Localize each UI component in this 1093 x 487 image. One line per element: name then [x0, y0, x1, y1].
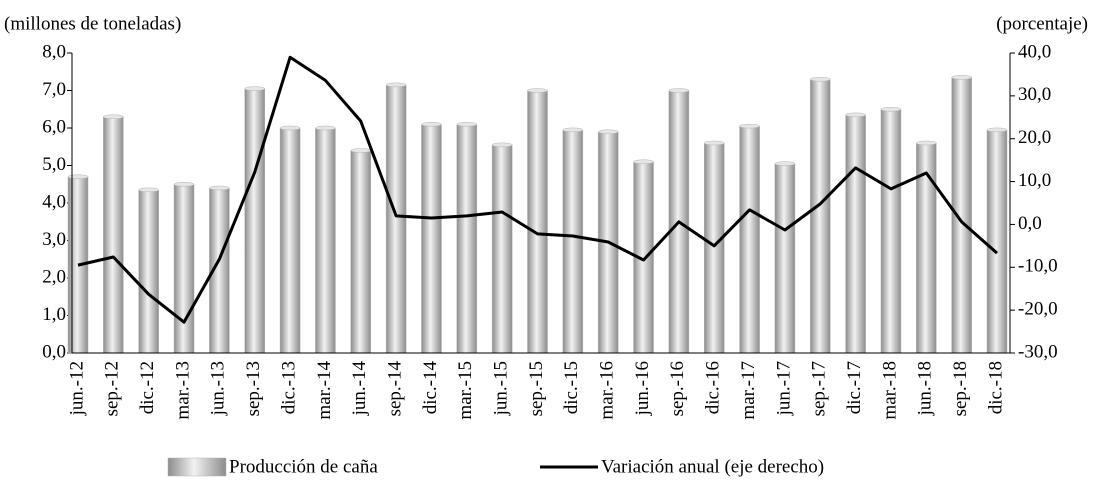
bar	[350, 150, 372, 354]
y2-tick-label: -10,0	[1018, 256, 1058, 277]
y-tick-label: 8,0	[42, 41, 66, 62]
y-tick-label: 1,0	[42, 304, 66, 325]
bar-top	[279, 125, 301, 131]
bar-top	[668, 88, 690, 93]
bar	[244, 88, 265, 354]
y2-axis-label: (porcentaje)	[996, 13, 1088, 34]
x-tick-label: sep.-14	[384, 361, 405, 417]
bar	[739, 125, 760, 354]
x-tick-label: mar.-18	[879, 361, 900, 420]
bar-top	[385, 82, 407, 88]
bar-top	[350, 148, 372, 153]
bar-top	[774, 161, 796, 166]
x-tick-label: dic.-14	[420, 361, 441, 415]
bar-top	[103, 114, 124, 119]
bar	[986, 129, 1008, 354]
bar	[315, 127, 336, 354]
x-tick-label: mar.-13	[172, 361, 193, 420]
x-tick-label: jun.-17	[773, 361, 794, 416]
bar-top	[491, 142, 513, 148]
bar	[774, 163, 796, 354]
bar-top	[244, 86, 265, 91]
x-tick-label: sep.-12	[102, 361, 123, 416]
bar-top	[986, 127, 1008, 133]
y-tick-label: 7,0	[42, 79, 66, 100]
bar	[562, 129, 584, 354]
bar-top	[810, 77, 831, 82]
x-tick-label: sep.-17	[809, 361, 830, 416]
bar	[385, 84, 407, 354]
y-tick-label: 0,0	[42, 341, 66, 362]
x-tick-label: sep.-15	[526, 361, 547, 416]
y2-tick-label: 20,0	[1018, 127, 1051, 148]
bar	[845, 114, 866, 354]
bar-top	[67, 174, 89, 179]
bar	[880, 109, 902, 354]
x-tick-label: dic.-13	[278, 361, 299, 414]
bar-top	[138, 187, 159, 193]
y2-tick-label: -20,0	[1018, 299, 1058, 320]
bar	[810, 79, 831, 354]
bar-top	[951, 75, 972, 80]
y-axis-label: (millones de toneladas)	[4, 13, 181, 34]
bar	[951, 77, 972, 354]
bar-top	[597, 129, 619, 134]
bar	[138, 189, 159, 354]
x-tick-label: jun.-13	[208, 361, 229, 416]
bar-top	[916, 140, 937, 146]
x-tick-label: dic.-16	[703, 361, 724, 414]
bar-top	[633, 159, 654, 164]
y2-tick-label: 30,0	[1018, 84, 1051, 105]
x-tick-label: jun.-16	[632, 361, 653, 416]
bar	[703, 142, 725, 354]
bar-top	[562, 127, 584, 133]
y2-tick-label: 10,0	[1018, 170, 1051, 191]
x-tick-label: jun.-12	[66, 361, 87, 416]
x-tick-label: mar.-17	[738, 361, 759, 420]
y-tick-label: 3,0	[42, 229, 66, 250]
x-tick-label: dic.-18	[985, 361, 1006, 414]
x-tick-label: dic.-17	[844, 361, 865, 414]
bar	[103, 116, 124, 354]
y2-tick-label: 40,0	[1018, 41, 1051, 62]
bar-top	[739, 123, 760, 129]
bar	[491, 144, 513, 354]
y2-tick-label: -30,0	[1018, 341, 1058, 362]
legend-label: Variación anual (eje derecho)	[601, 456, 824, 477]
bar	[527, 90, 548, 354]
x-tick-label: jun.-15	[491, 361, 512, 416]
bar-top	[880, 107, 902, 112]
bar-top	[173, 182, 195, 187]
x-tick-label: jun.-18	[915, 361, 936, 416]
bar-top	[845, 112, 866, 118]
bar	[456, 124, 478, 354]
x-tick-label: mar.-15	[455, 361, 476, 420]
x-tick-label: dic.-12	[137, 361, 158, 414]
bar-top	[315, 125, 336, 131]
line	[77, 55, 998, 324]
bar-top	[456, 122, 478, 127]
x-tick-label: sep.-13	[243, 361, 264, 416]
x-tick-label: mar.-16	[597, 361, 618, 420]
bar-top	[527, 88, 548, 93]
x-tick-label: sep.-16	[667, 361, 688, 416]
bar	[173, 184, 195, 354]
bar	[421, 124, 442, 354]
y2-tick-label: 0,0	[1018, 213, 1042, 234]
bar-top	[703, 140, 725, 146]
y-tick-label: 5,0	[42, 154, 66, 175]
bar-top	[209, 185, 230, 191]
bar	[279, 127, 301, 354]
x-tick-label: sep.-18	[950, 361, 971, 416]
y-tick-label: 2,0	[42, 266, 66, 287]
y-tick-label: 6,0	[42, 116, 66, 137]
x-tick-label: jun.-14	[349, 361, 370, 417]
legend-label: Producción de caña	[229, 456, 378, 477]
legend-swatch	[167, 457, 227, 477]
x-tick-label: mar.-14	[314, 361, 335, 420]
y-tick-label: 4,0	[42, 191, 66, 212]
bar-top	[421, 122, 442, 127]
x-tick-label: dic.-15	[561, 361, 582, 414]
